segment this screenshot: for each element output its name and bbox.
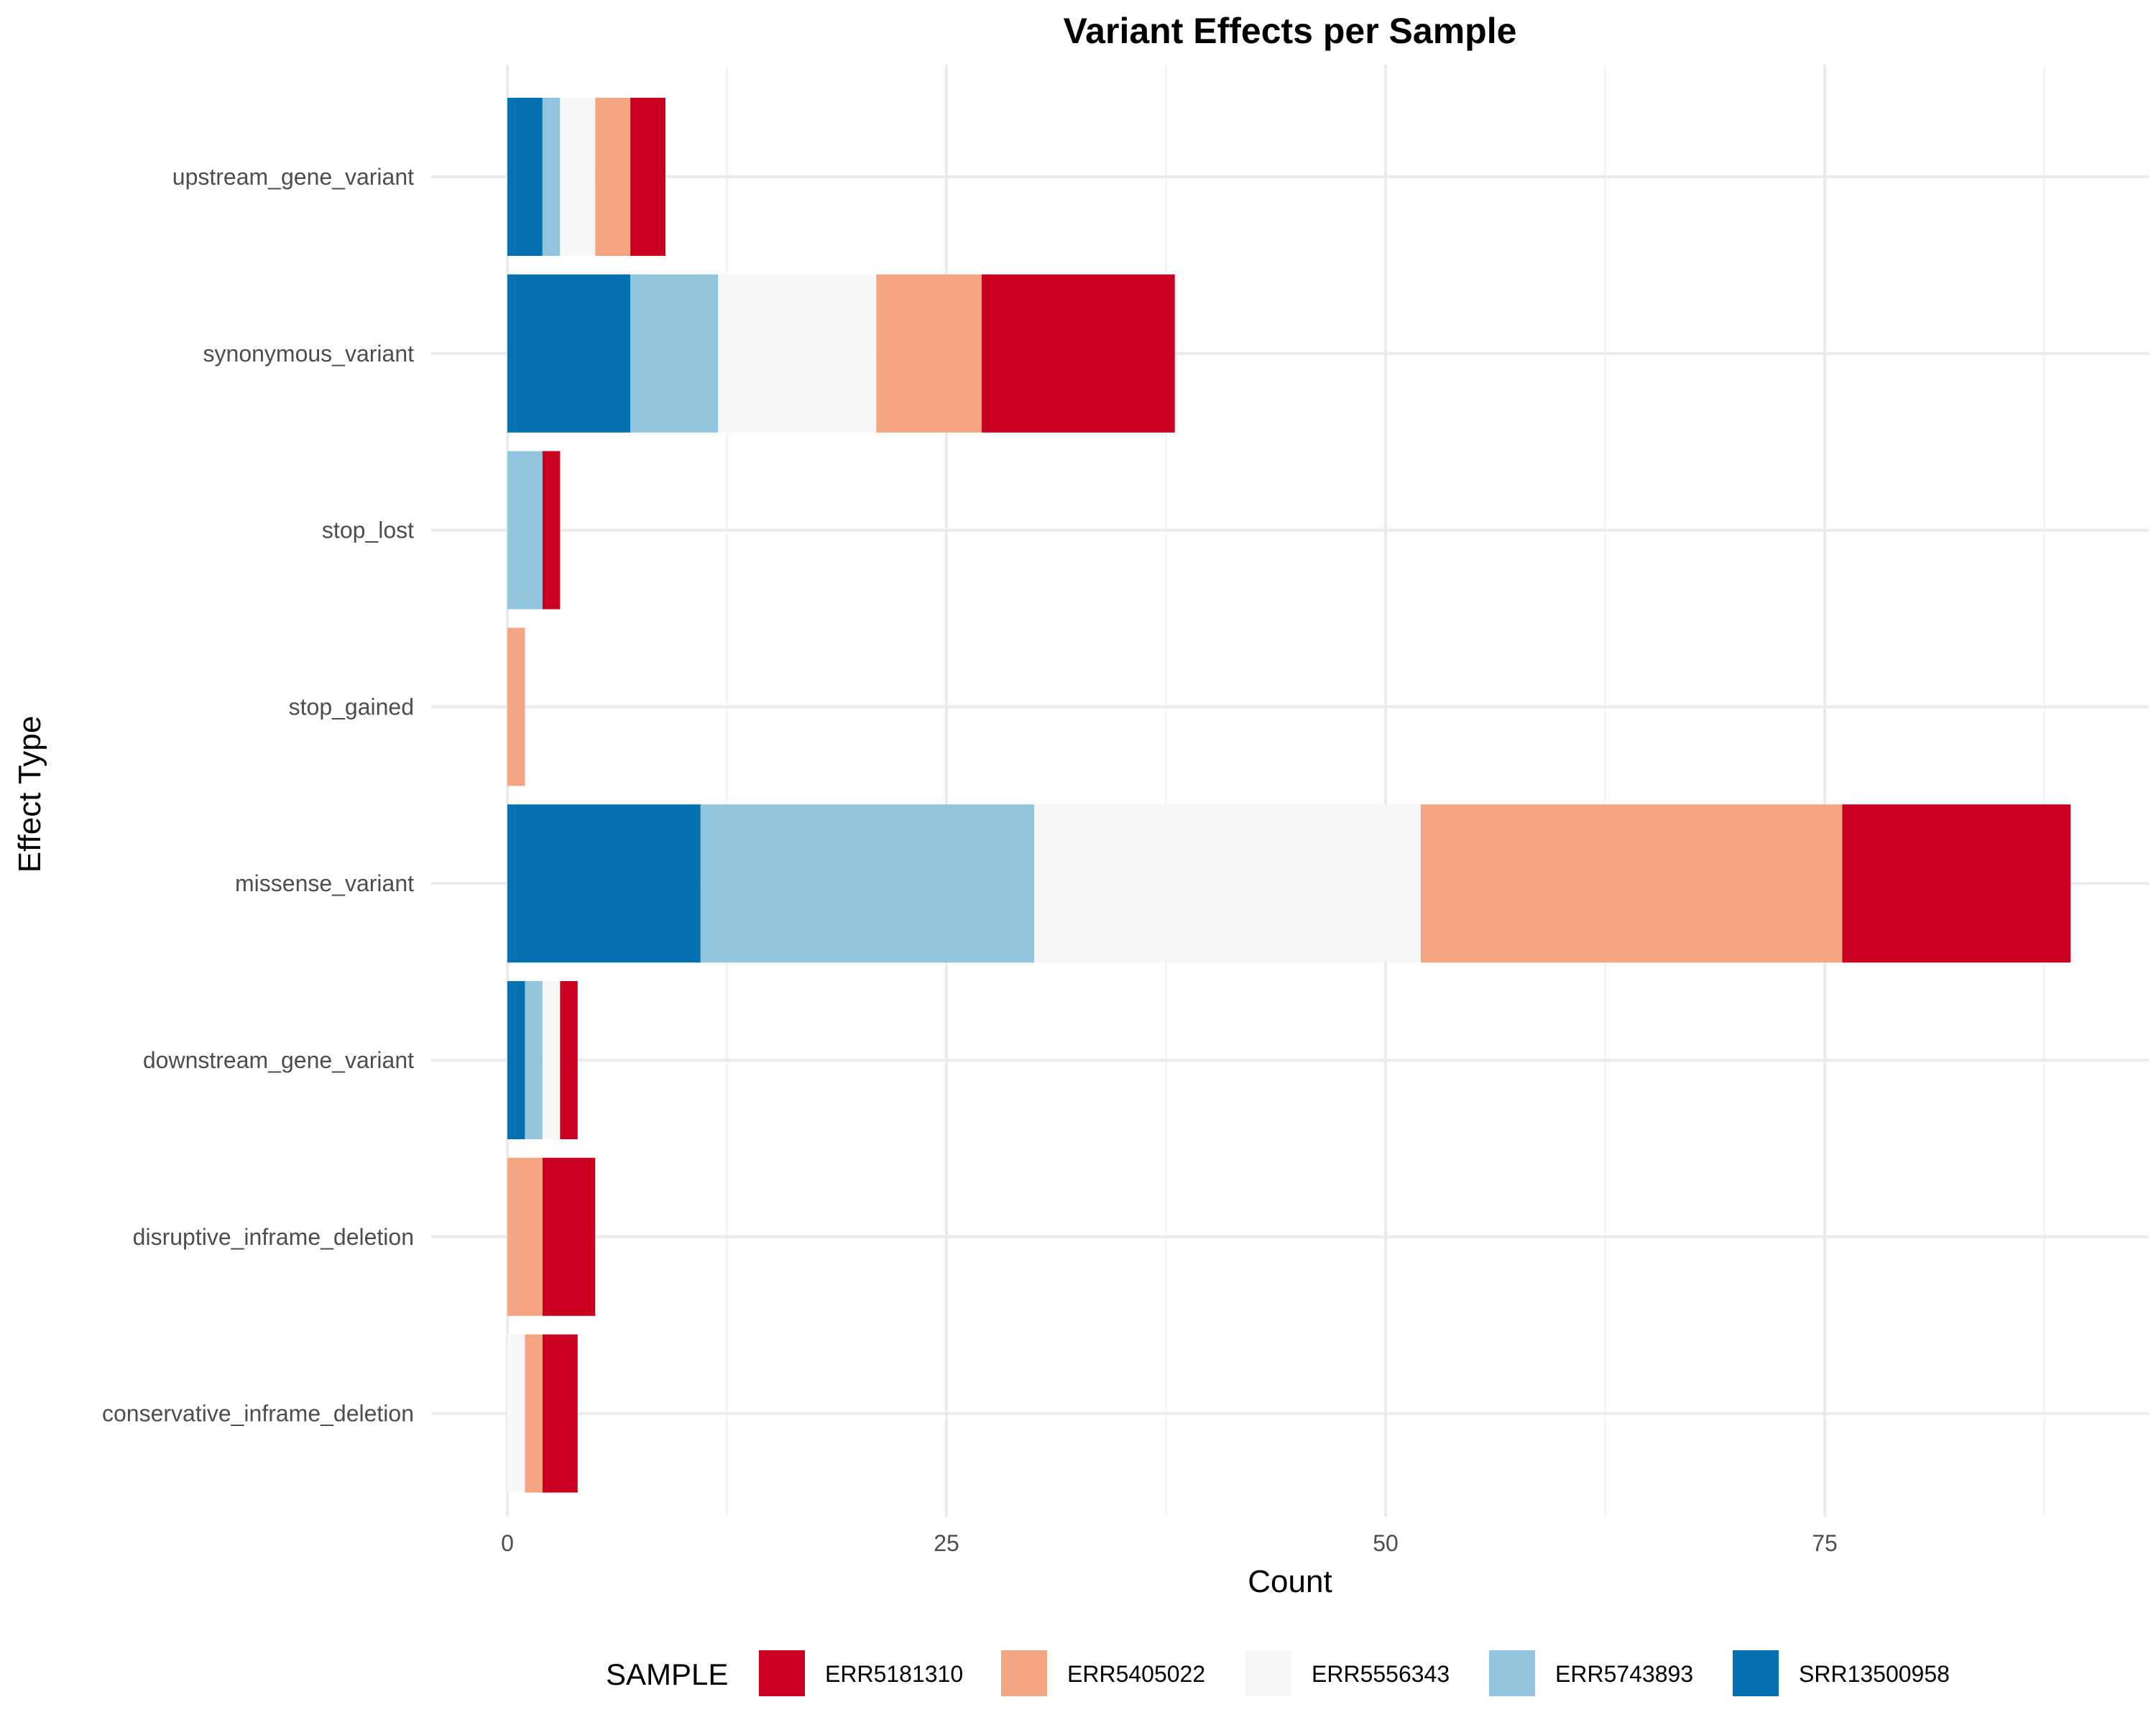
bar-segment	[542, 98, 561, 256]
bar-segment	[507, 1334, 525, 1493]
y-axis-tick-labels: upstream_gene_variant synonymous_variants…	[102, 164, 414, 1427]
bar-segment	[876, 274, 982, 433]
y-tick-label: missense_variant	[235, 870, 414, 896]
legend-label: ERR5556343	[1312, 1661, 1450, 1687]
bar-segment	[525, 981, 543, 1139]
bar-segment	[507, 981, 525, 1139]
y-tick-label: upstream_gene_variant	[172, 164, 414, 190]
legend-title: SAMPLE	[606, 1657, 728, 1691]
bar-segment	[560, 98, 596, 256]
bar-segment	[630, 98, 665, 256]
y-axis-title: Effect Type	[12, 716, 47, 873]
legend-label: ERR5743893	[1555, 1661, 1693, 1687]
legend-key	[1245, 1650, 1291, 1696]
bar-segment	[595, 98, 631, 256]
chart-title: Variant Effects per Sample	[1064, 11, 1517, 51]
legend-label: ERR5405022	[1067, 1661, 1205, 1687]
legend-key	[1001, 1650, 1047, 1696]
y-tick-label: disruptive_inframe_deletion	[133, 1224, 414, 1250]
bar-segment	[507, 1157, 543, 1316]
y-tick-label: conservative_inframe_deletion	[102, 1401, 414, 1427]
legend-key	[1733, 1650, 1779, 1696]
bar-segment	[981, 274, 1175, 433]
bar-segment	[560, 981, 578, 1139]
bar-segment	[1842, 804, 2071, 963]
bar-segment	[718, 274, 877, 433]
bar-segment	[507, 274, 631, 433]
bar-segment	[542, 451, 561, 610]
bar-segment	[542, 1334, 578, 1493]
y-tick-label: downstream_gene_variant	[143, 1047, 414, 1073]
y-tick-label: stop_gained	[289, 694, 414, 719]
legend: SAMPLE ERR5181310 ERR5405022 ERR5556343 ERR…	[606, 1650, 1950, 1696]
x-axis-tick-labels: 0 25 50 75	[501, 1530, 1838, 1556]
y-tick-label: synonymous_variant	[203, 341, 415, 367]
bar-segment	[507, 804, 701, 963]
bar-segment	[525, 1334, 543, 1493]
x-axis-title: Count	[1248, 1564, 1332, 1599]
bar-segment	[630, 274, 719, 433]
bar-segment	[507, 98, 543, 256]
bar-segment	[542, 981, 561, 1139]
bar-segment	[542, 1157, 596, 1316]
x-tick-label: 0	[501, 1530, 514, 1556]
bar-segment	[1420, 804, 1843, 963]
bar-segment	[507, 451, 543, 610]
legend-label: ERR5181310	[825, 1661, 963, 1687]
x-tick-label: 50	[1373, 1530, 1399, 1556]
x-tick-label: 75	[1812, 1530, 1838, 1556]
bars	[507, 98, 2071, 1493]
bar-segment	[507, 627, 525, 786]
legend-key	[1489, 1650, 1535, 1696]
bar-segment	[700, 804, 1035, 963]
legend-label: SRR13500958	[1799, 1661, 1950, 1687]
legend-key	[759, 1650, 805, 1696]
bar-segment	[1034, 804, 1421, 963]
y-tick-label: stop_lost	[322, 518, 414, 543]
x-tick-label: 25	[934, 1530, 959, 1556]
